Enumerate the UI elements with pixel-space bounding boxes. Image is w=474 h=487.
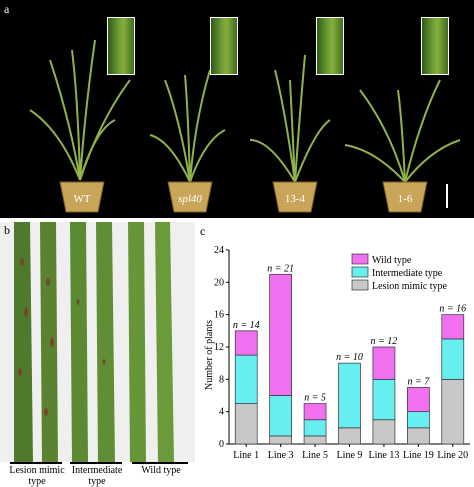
leaves-illustration	[14, 222, 174, 462]
legend-swatch	[351, 279, 369, 291]
panel-a-letter: a	[4, 2, 10, 16]
bar-segment	[407, 387, 430, 413]
x-tick-label: Line 3	[268, 450, 294, 461]
bar-segment	[407, 411, 430, 429]
panel-b-letter: b	[4, 223, 10, 237]
bar-segment	[234, 354, 258, 404]
n-label: n = 10	[336, 352, 363, 363]
y-tick-label: 12	[214, 342, 224, 353]
leaf-inset-3	[316, 17, 344, 75]
y-tick-label: 24	[214, 245, 224, 256]
y-tick-label: 20	[214, 277, 224, 288]
bar-segment	[269, 273, 292, 396]
legend-label: Lesion mimic type	[372, 281, 448, 292]
legend-label: Intermediate type	[372, 268, 443, 279]
leaf-inset-4	[421, 17, 449, 75]
x-tick-label: Line 9	[337, 450, 363, 461]
bar-segment	[372, 346, 396, 380]
group-label-intermediate: Intermediate type	[71, 465, 123, 487]
leaf-inset-2	[210, 17, 238, 75]
plants-illustration	[29, 39, 461, 213]
bar-segment	[338, 427, 361, 445]
n-label: n = 7	[407, 376, 430, 387]
x-tick-label: Line 20	[437, 450, 468, 461]
x-tick-label: Line 13	[369, 450, 400, 461]
pot-label-spl40: spl40	[178, 193, 202, 205]
n-label: n = 14	[233, 320, 260, 331]
panel-a-photo: a WT spl40 13-4 1-6	[0, 0, 474, 218]
group-label-lesion: Lesion mimic type	[9, 465, 65, 487]
bar-segment	[269, 435, 292, 445]
bar-segment	[303, 419, 327, 437]
n-label: n = 21	[267, 263, 294, 274]
bar-segment	[269, 395, 292, 437]
bar-segment	[303, 403, 327, 421]
legend-swatch	[351, 253, 369, 265]
y-tick-label: 0	[219, 439, 224, 450]
x-tick-label: Line 1	[233, 450, 259, 461]
panel-c-letter: c	[200, 224, 206, 238]
y-axis-label: Number of plants	[204, 320, 215, 390]
n-label: n = 16	[439, 304, 466, 315]
pot-label-1-6: 1-6	[397, 193, 413, 205]
x-tick-label: Line 5	[302, 450, 328, 461]
y-tick-label: 4	[219, 407, 224, 418]
pot-label-13-4: 13-4	[284, 193, 306, 205]
bar-segment	[234, 330, 258, 356]
group-underline-2	[70, 462, 122, 464]
panel-b-photo: b	[0, 222, 195, 462]
group-label-wild: Wild type	[141, 465, 181, 476]
legend-label: Wild type	[372, 255, 412, 266]
bar-segment	[441, 338, 465, 380]
bar-segment	[303, 435, 327, 445]
bar-segment	[407, 427, 430, 445]
leaf-inset-1	[107, 17, 135, 75]
bar-segment	[372, 378, 396, 421]
bar-segment	[372, 419, 396, 445]
y-tick-label: 8	[219, 374, 224, 385]
bar-segment	[441, 314, 465, 340]
n-label: n = 12	[371, 336, 398, 347]
y-tick-label: 16	[214, 310, 224, 321]
bar-segment	[234, 403, 258, 445]
pot-label-wt: WT	[73, 193, 91, 205]
x-tick-label: Line 19	[403, 450, 434, 461]
legend-swatch	[351, 266, 369, 278]
group-underline-3	[132, 462, 188, 464]
bar-segment	[338, 362, 361, 429]
n-label: n = 5	[304, 393, 326, 404]
group-underline-1	[10, 462, 62, 464]
bar-segment	[441, 378, 465, 445]
